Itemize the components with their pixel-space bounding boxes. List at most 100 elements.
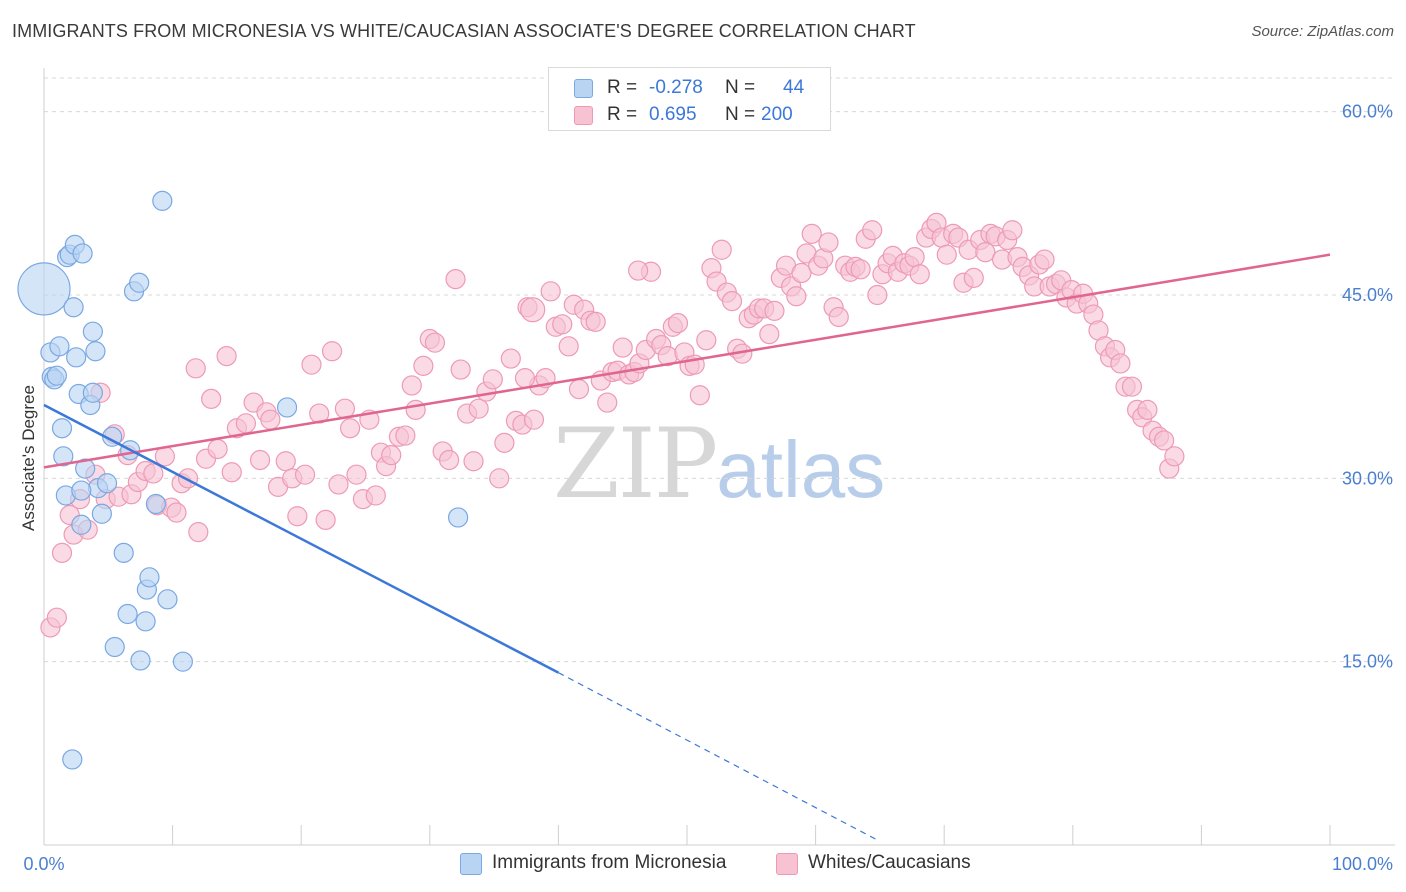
- data-point-whites: [424, 332, 446, 353]
- data-point-micronesia: [104, 636, 125, 658]
- data-point-whites: [321, 341, 343, 362]
- data-point-whites: [711, 239, 732, 260]
- data-point-micronesia: [72, 243, 93, 264]
- data-point-micronesia: [145, 493, 166, 515]
- data-point-whites: [818, 232, 839, 253]
- x-tick-label: 0.0%: [23, 854, 64, 874]
- data-point-whites: [489, 468, 510, 489]
- data-point-whites: [201, 388, 222, 409]
- data-point-whites: [1002, 220, 1023, 241]
- data-point-micronesia: [17, 262, 71, 316]
- x-tick-label: 100.0%: [1332, 854, 1393, 874]
- data-point-whites: [395, 425, 416, 446]
- data-point-whites: [216, 346, 237, 367]
- data-point-whites: [143, 463, 164, 484]
- data-point-whites: [413, 355, 434, 376]
- data-point-whites: [1110, 353, 1131, 374]
- data-point-whites: [1121, 376, 1143, 397]
- data-point-whites: [185, 358, 206, 379]
- data-point-whites: [552, 314, 573, 335]
- tick-labels: 15.0% 30.0% 45.0% 60.0% 0.0% 100.0%: [23, 102, 1393, 874]
- data-point-whites: [1137, 399, 1158, 420]
- data-point-whites: [166, 502, 187, 523]
- data-point-whites: [46, 607, 67, 628]
- legend-n-value: 44: [783, 77, 805, 98]
- data-point-whites: [445, 269, 466, 290]
- data-point-whites: [235, 413, 257, 434]
- data-point-micronesia: [75, 458, 96, 479]
- legend-n-value: 200: [761, 104, 793, 125]
- source-note: Source: ZipAtlas.com: [1251, 23, 1394, 40]
- data-point-whites: [500, 348, 521, 369]
- data-point-micronesia: [63, 297, 84, 318]
- trend-lines: [43, 253, 1331, 842]
- data-point-whites: [975, 242, 996, 263]
- legend-row-micronesia: R = -0.278 N = 44: [549, 74, 830, 102]
- legend-label-whites: Whites/Caucasians: [808, 852, 971, 873]
- data-point-micronesia: [157, 589, 178, 610]
- data-point-micronesia: [139, 567, 160, 588]
- data-point-micronesia: [66, 347, 87, 368]
- data-point-whites: [249, 449, 271, 471]
- data-point-micronesia: [46, 365, 67, 386]
- data-point-whites: [523, 409, 545, 430]
- data-point-whites: [786, 286, 807, 307]
- data-point-whites: [438, 449, 460, 471]
- data-point-micronesia: [91, 503, 112, 524]
- data-point-whites: [177, 468, 199, 489]
- legend-label-micronesia: Immigrants from Micronesia: [492, 852, 727, 873]
- data-point-whites: [612, 337, 633, 358]
- data-point-whites: [381, 445, 402, 466]
- data-point-whites: [801, 223, 822, 244]
- data-point-whites: [51, 542, 73, 563]
- y-tick-label: 30.0%: [1342, 468, 1393, 488]
- correlation-legend: R = -0.278 N = 44 R = 0.695 N = 200: [548, 67, 831, 131]
- data-point-whites: [791, 262, 812, 284]
- data-point-whites: [365, 485, 386, 506]
- data-point-whites: [520, 297, 546, 323]
- data-point-whites: [339, 418, 361, 439]
- legend-swatch-blue: [460, 853, 482, 875]
- data-point-whites: [260, 409, 281, 430]
- trend-line-micronesia: [43, 403, 559, 674]
- y-tick-label: 45.0%: [1342, 285, 1393, 305]
- y-tick-label: 15.0%: [1342, 652, 1393, 672]
- data-point-whites: [568, 379, 590, 400]
- trend-line-micronesia-extension: [558, 672, 881, 842]
- chart-title: IMMIGRANTS FROM MICRONESIA VS WHITE/CAUC…: [12, 21, 916, 41]
- data-point-whites: [482, 369, 503, 390]
- axes: [43, 68, 1395, 846]
- legend-swatch-pink: [776, 853, 798, 875]
- y-tick-label: 60.0%: [1342, 102, 1393, 122]
- data-point-whites: [328, 474, 349, 495]
- data-point-micronesia: [276, 397, 298, 418]
- data-point-whites: [597, 392, 618, 413]
- watermark-zip: ZIP: [553, 408, 718, 520]
- series-legend: Immigrants from Micronesia Whites/Caucas…: [0, 852, 1406, 878]
- legend-row-whites: R = 0.695 N = 200: [549, 101, 830, 129]
- data-point-whites: [221, 462, 242, 483]
- data-point-whites: [721, 291, 743, 312]
- data-point-whites: [540, 281, 561, 302]
- watermark: ZIPatlas: [553, 408, 885, 520]
- data-point-whites: [558, 336, 579, 357]
- data-point-micronesia: [152, 190, 173, 211]
- data-point-whites: [207, 438, 228, 460]
- data-point-whites: [862, 220, 883, 241]
- data-point-micronesia: [62, 749, 83, 770]
- data-point-micronesia: [172, 651, 193, 672]
- series-immigrants-from-micronesia: [17, 190, 469, 770]
- data-point-whites: [468, 398, 489, 419]
- data-point-micronesia: [71, 514, 92, 535]
- data-point-micronesia: [85, 341, 106, 362]
- data-point-micronesia: [82, 321, 103, 342]
- data-point-whites: [494, 432, 515, 453]
- data-point-whites: [514, 368, 536, 389]
- data-point-micronesia: [135, 611, 156, 632]
- data-point-whites: [867, 284, 888, 306]
- data-point-whites: [585, 311, 606, 332]
- legend-r-label: R =: [607, 104, 638, 125]
- data-point-whites: [963, 267, 984, 288]
- data-point-micronesia: [129, 272, 150, 293]
